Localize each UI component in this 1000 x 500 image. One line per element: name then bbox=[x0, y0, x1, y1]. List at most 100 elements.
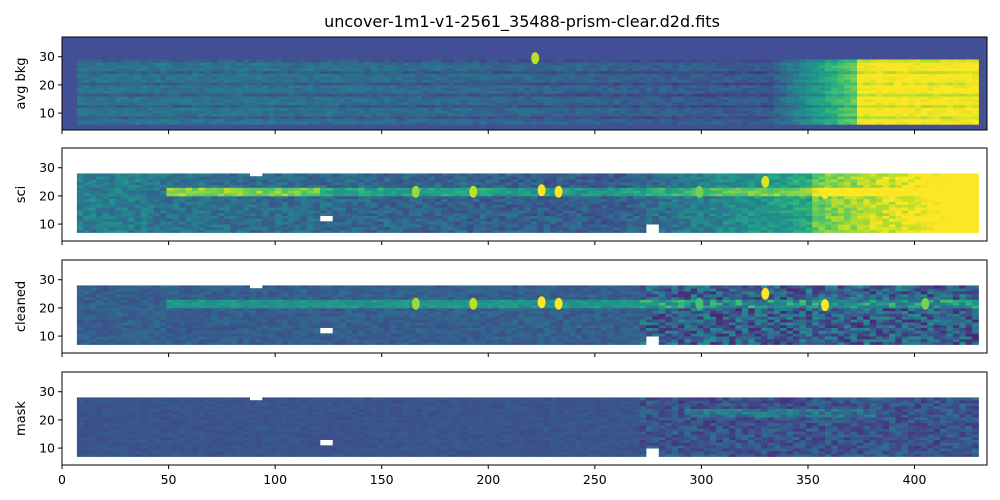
heatmap-cell bbox=[115, 215, 123, 219]
heatmap-cell bbox=[524, 210, 532, 214]
heatmap-cell bbox=[626, 59, 634, 63]
heatmap-cell bbox=[108, 173, 116, 177]
heatmap-cell bbox=[390, 84, 397, 89]
heatmap-cell bbox=[358, 62, 366, 66]
heatmap-cell bbox=[582, 190, 589, 194]
heatmap-cell bbox=[908, 82, 915, 86]
heatmap-cell bbox=[550, 226, 557, 231]
heatmap-cell bbox=[396, 73, 404, 77]
heatmap-cell bbox=[115, 79, 123, 83]
heatmap-cell bbox=[454, 115, 461, 120]
heatmap-cell bbox=[857, 118, 864, 122]
heatmap-cell bbox=[741, 115, 749, 120]
heatmap-cell bbox=[422, 93, 429, 97]
heatmap-cell bbox=[422, 176, 429, 180]
heatmap-cell bbox=[281, 173, 289, 177]
heatmap-cell bbox=[345, 115, 353, 120]
heatmap-cell bbox=[287, 184, 295, 188]
heatmap-cell bbox=[415, 73, 423, 77]
heatmap-cell bbox=[236, 107, 244, 111]
heatmap-cell bbox=[179, 113, 186, 117]
heatmap-cell bbox=[933, 107, 941, 111]
heatmap-cell bbox=[243, 84, 250, 89]
heatmap-cell bbox=[863, 121, 871, 125]
heatmap-cell bbox=[441, 207, 449, 211]
heatmap-cell bbox=[607, 99, 615, 103]
heatmap-cell bbox=[211, 207, 218, 211]
heatmap-cell bbox=[498, 195, 506, 200]
heatmap-cell bbox=[901, 113, 909, 117]
heatmap-cell bbox=[594, 210, 602, 214]
heatmap-cell bbox=[895, 68, 903, 72]
heatmap-cell bbox=[607, 113, 615, 117]
heatmap-cell bbox=[524, 179, 532, 183]
heatmap-cell bbox=[479, 198, 487, 202]
heatmap-cell bbox=[262, 62, 270, 66]
heatmap-cell bbox=[511, 62, 519, 66]
heatmap-cell bbox=[390, 181, 397, 185]
heatmap-cell bbox=[633, 70, 640, 74]
heatmap-cell bbox=[652, 107, 660, 111]
heatmap-cell bbox=[952, 107, 960, 111]
heatmap-cell bbox=[812, 113, 819, 117]
heatmap-cell bbox=[121, 179, 129, 183]
heatmap-cell bbox=[76, 179, 84, 183]
heatmap-cell bbox=[300, 215, 308, 219]
heatmap-cell bbox=[972, 87, 979, 91]
heatmap-cell bbox=[543, 207, 551, 211]
heatmap-cell bbox=[435, 99, 442, 103]
heatmap-cell bbox=[211, 70, 218, 74]
heatmap-cell bbox=[179, 221, 186, 225]
heatmap-cell bbox=[518, 79, 525, 83]
heatmap-cell bbox=[812, 82, 819, 86]
heatmap-cell bbox=[319, 65, 327, 69]
heatmap-cell bbox=[914, 65, 922, 69]
heatmap-cell bbox=[876, 110, 883, 114]
heatmap-cell bbox=[722, 62, 730, 66]
heatmap-cell bbox=[671, 73, 679, 77]
heatmap-cell bbox=[383, 84, 391, 89]
heatmap-cell bbox=[441, 210, 449, 214]
heatmap-cell bbox=[134, 212, 142, 216]
heatmap-cell bbox=[89, 73, 97, 77]
heatmap-cell bbox=[275, 226, 282, 231]
heatmap-cell bbox=[633, 84, 640, 89]
heatmap-cell bbox=[863, 79, 871, 83]
heatmap-cell bbox=[524, 121, 532, 125]
heatmap-cell bbox=[831, 99, 839, 103]
heatmap-cell bbox=[140, 193, 148, 197]
heatmap-cell bbox=[543, 226, 551, 231]
heatmap-cell bbox=[198, 221, 206, 225]
heatmap-cell bbox=[319, 79, 327, 83]
heatmap-cell bbox=[134, 173, 142, 177]
heatmap-cell bbox=[332, 226, 340, 231]
heatmap-cell bbox=[479, 84, 487, 89]
heatmap-cell bbox=[281, 115, 289, 120]
heatmap-cell bbox=[518, 110, 525, 114]
heatmap-cell bbox=[179, 87, 186, 91]
heatmap-cell bbox=[505, 68, 513, 72]
heatmap-cell bbox=[287, 212, 295, 216]
heatmap-cell bbox=[319, 226, 327, 231]
heatmap-cell bbox=[428, 68, 436, 72]
heatmap-cell bbox=[716, 121, 724, 125]
heatmap-cell bbox=[665, 115, 672, 120]
heatmap-cell bbox=[895, 59, 903, 63]
heatmap-cell bbox=[377, 121, 385, 125]
heatmap-cell bbox=[965, 76, 973, 80]
heatmap-cell bbox=[204, 99, 212, 103]
heatmap-cell bbox=[601, 198, 608, 202]
heatmap-cell bbox=[588, 212, 596, 216]
heatmap-cell bbox=[396, 90, 404, 94]
heatmap-cell bbox=[614, 110, 621, 114]
heatmap-cell bbox=[332, 59, 340, 63]
heatmap-cell bbox=[684, 82, 692, 86]
heatmap-cell bbox=[831, 118, 839, 122]
heatmap-cell bbox=[236, 115, 244, 120]
heatmap-cell bbox=[211, 118, 218, 122]
heatmap-cell bbox=[882, 70, 890, 74]
heatmap-cell bbox=[351, 73, 359, 77]
heatmap-cell bbox=[268, 70, 276, 74]
heatmap-cell bbox=[224, 173, 231, 177]
heatmap-cell bbox=[121, 210, 129, 214]
